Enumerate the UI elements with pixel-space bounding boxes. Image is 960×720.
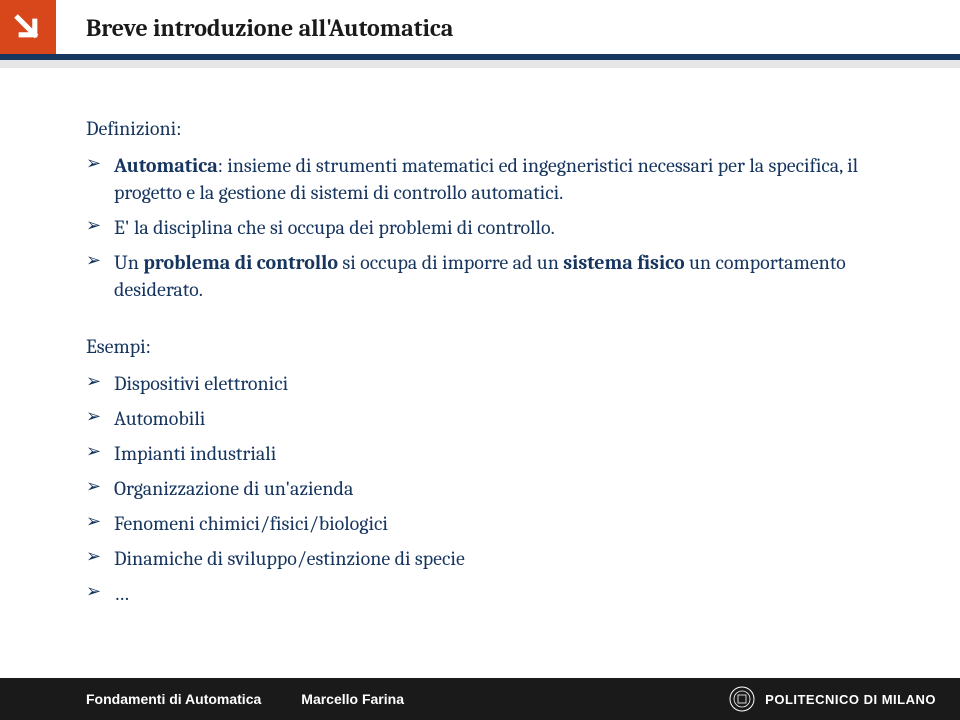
content-area: Definizioni: Automatica: insieme di stru… bbox=[86, 115, 900, 637]
item-bold2: sistema fisico bbox=[563, 251, 684, 274]
item-text: … bbox=[114, 582, 129, 605]
item-pre: Un bbox=[114, 251, 143, 274]
list-item: E' la disciplina che si occupa dei probl… bbox=[86, 214, 900, 241]
definitions-heading: Definizioni: bbox=[86, 115, 900, 142]
term-bold: Automatica bbox=[114, 154, 218, 177]
examples-list: Dispositivi elettronici Automobili Impia… bbox=[86, 370, 900, 607]
item-text: Organizzazione di un'azienda bbox=[114, 477, 353, 500]
footer: Fondamenti di Automatica Marcello Farina… bbox=[0, 678, 960, 720]
item-text: Impianti industriali bbox=[114, 442, 276, 465]
footer-author: Marcello Farina bbox=[301, 691, 404, 707]
header: Breve introduzione all'Automatica bbox=[0, 0, 960, 78]
polimi-seal-icon bbox=[729, 686, 755, 712]
item-mid: si occupa di imporre ad un bbox=[338, 251, 563, 274]
list-item: Dispositivi elettronici bbox=[86, 370, 900, 397]
list-item: Fenomeni chimici/fisici/biologici bbox=[86, 510, 900, 537]
examples-heading: Esempi: bbox=[86, 333, 900, 360]
slide-title: Breve introduzione all'Automatica bbox=[86, 14, 453, 42]
list-item: Automobili bbox=[86, 405, 900, 432]
footer-logo-text: POLITECNICO DI MILANO bbox=[765, 692, 936, 707]
footer-logo: POLITECNICO DI MILANO bbox=[729, 678, 936, 720]
item-text: Fenomeni chimici/fisici/biologici bbox=[114, 512, 388, 535]
list-item: Un problema di controllo si occupa di im… bbox=[86, 249, 900, 303]
term-rest: : insieme di strumenti matematici ed ing… bbox=[114, 154, 858, 204]
list-item: Dinamiche di sviluppo/estinzione di spec… bbox=[86, 545, 900, 572]
item-text: Dinamiche di sviluppo/estinzione di spec… bbox=[114, 547, 465, 570]
list-item: … bbox=[86, 580, 900, 607]
list-item: Impianti industriali bbox=[86, 440, 900, 467]
item-text: E' la disciplina che si occupa dei probl… bbox=[114, 216, 555, 239]
header-bar-gray bbox=[0, 60, 960, 68]
item-text: Dispositivi elettronici bbox=[114, 372, 288, 395]
list-item: Organizzazione di un'azienda bbox=[86, 475, 900, 502]
corner-badge bbox=[0, 0, 56, 56]
item-text: Automobili bbox=[114, 407, 205, 430]
arrow-down-right-icon bbox=[11, 11, 45, 45]
footer-course: Fondamenti di Automatica bbox=[86, 691, 261, 707]
item-bold1: problema di controllo bbox=[143, 251, 338, 274]
list-item: Automatica: insieme di strumenti matemat… bbox=[86, 152, 900, 206]
definitions-list: Automatica: insieme di strumenti matemat… bbox=[86, 152, 900, 303]
